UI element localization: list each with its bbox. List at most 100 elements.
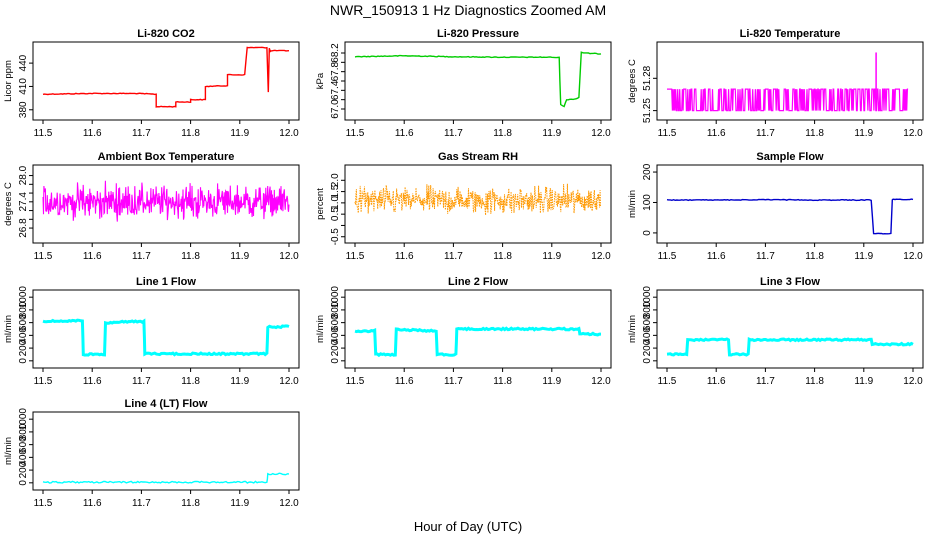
series-line	[354, 51, 602, 108]
x-tick-label: 11.7	[444, 376, 463, 387]
y-axis-label: degrees C	[3, 182, 14, 226]
plot-frame	[32, 289, 300, 369]
y-tick-label: 410	[18, 78, 29, 95]
x-tick-label: 11.5	[346, 376, 365, 387]
y-axis-label: ml/min	[627, 315, 638, 343]
x-tick-label: 12.0	[279, 376, 299, 387]
series-line	[42, 472, 290, 484]
panel-5: Gas Stream RH 11.5 11.6 11.7 11.8 11.9 12.0 -0.…	[315, 151, 612, 262]
panel-4: Ambient Box Temperature 11.5 11.6 11.7 11.8 1…	[3, 151, 300, 262]
x-tick-label: 11.6	[83, 498, 102, 509]
x-tick-label: 11.9	[542, 251, 561, 262]
panel-title: Li-820 Temperature	[740, 28, 841, 40]
y-tick-label: 600	[330, 314, 341, 331]
y-tick-label: 200	[18, 339, 29, 356]
x-tick-label: 12.0	[903, 251, 923, 262]
y-tick-label: 26.8	[18, 218, 29, 238]
y-tick-label: 400	[330, 327, 341, 344]
y-tick-label: 67.4	[330, 80, 341, 100]
x-tick-label: 11.5	[658, 376, 677, 387]
x-tick-label: 11.5	[346, 128, 365, 139]
x-tick-label: 11.5	[34, 251, 53, 262]
panel-title: Sample Flow	[756, 151, 824, 163]
panel-title: Li-820 Pressure	[437, 28, 519, 40]
x-tick-label: 11.9	[230, 128, 249, 139]
panel-8: Line 2 Flow 11.5 11.6 11.7 11.8 11.9 12.0 0 2004…	[315, 276, 612, 387]
series-line	[354, 183, 602, 216]
x-tick-label: 11.8	[181, 376, 200, 387]
y-tick-label: 400	[18, 449, 29, 466]
y-axis-label: ml/min	[3, 315, 14, 343]
x-tick-label: 11.6	[83, 376, 102, 387]
y-tick-label: 600	[642, 314, 653, 331]
x-tick-label: 12.0	[903, 376, 923, 387]
y-tick-label: 67.8	[330, 61, 341, 81]
panel-title: Line 3 Flow	[760, 276, 820, 288]
y-tick-label: 27.4	[18, 192, 29, 212]
y-tick-label: 200	[642, 339, 653, 356]
x-tick-label: 12.0	[903, 128, 923, 139]
y-axis-label: ml/min	[627, 190, 638, 218]
series-line	[666, 198, 914, 235]
y-tick-label: 800	[642, 301, 653, 318]
x-tick-label: 11.9	[854, 376, 873, 387]
y-tick-label: 68.2	[330, 43, 341, 63]
y-tick-label: 51.25	[642, 98, 653, 123]
panel-3: Li-820 Temperature 11.5 11.6 11.7 11.8 11.9 12…	[627, 28, 924, 139]
y-axis-label: kPa	[315, 72, 326, 89]
y-tick-label: 380	[18, 101, 29, 118]
y-tick-label: 0	[642, 230, 653, 236]
y-tick-label: 600	[18, 436, 29, 453]
x-tick-label: 11.5	[34, 128, 53, 139]
x-tick-label: 11.9	[854, 128, 873, 139]
plot-frame	[656, 164, 924, 244]
panel-2: Li-820 Pressure 11.5 11.6 11.7 11.8 11.9 12.0 6…	[315, 28, 612, 139]
y-axis-label: percent	[315, 188, 326, 220]
x-tick-label: 11.5	[34, 498, 53, 509]
y-tick-label: 1000	[642, 286, 653, 309]
y-tick-label: 0	[18, 358, 29, 364]
x-tick-label: 11.5	[658, 251, 677, 262]
panel-7: Line 1 Flow 11.5 11.6 11.7 11.8 11.9 12.0 0 2004…	[3, 276, 300, 387]
y-axis-label: degrees C	[627, 59, 638, 103]
panel-6: Sample Flow 11.5 11.6 11.7 11.8 11.9 12.0 0 100 2…	[627, 151, 924, 262]
series-line	[667, 88, 909, 112]
x-axis-title: Hour of Day (UTC)	[414, 519, 522, 534]
x-tick-label: 12.0	[279, 251, 299, 262]
panels: Li-820 CO2 11.5 11.6 11.7 11.8 11.9 12.0 380 410…	[3, 28, 924, 509]
x-tick-label: 12.0	[591, 128, 611, 139]
x-tick-label: 11.5	[34, 376, 53, 387]
x-tick-label: 11.6	[83, 128, 102, 139]
x-tick-label: 11.5	[346, 251, 365, 262]
panel-title: Ambient Box Temperature	[98, 151, 235, 163]
y-tick-label: 51.28	[642, 65, 653, 90]
y-tick-label: 800	[330, 301, 341, 318]
x-tick-label: 12.0	[591, 376, 611, 387]
x-tick-label: 11.7	[444, 251, 463, 262]
y-tick-label: 200	[642, 163, 653, 180]
y-tick-label: 800	[18, 423, 29, 440]
x-tick-label: 11.7	[756, 128, 775, 139]
panel-1: Li-820 CO2 11.5 11.6 11.7 11.8 11.9 12.0 380 410…	[3, 28, 300, 139]
panel-title: Li-820 CO2	[137, 28, 194, 40]
y-tick-label: 28.0	[18, 165, 29, 185]
x-tick-label: 11.8	[805, 128, 824, 139]
plot-frame	[656, 289, 924, 369]
y-axis-label: ml/min	[315, 315, 326, 343]
y-axis-label: ml/min	[3, 437, 14, 465]
x-tick-label: 11.6	[395, 251, 414, 262]
y-tick-label: 67.0	[330, 99, 341, 119]
x-tick-label: 11.8	[181, 128, 200, 139]
x-tick-label: 11.9	[542, 128, 561, 139]
y-tick-label: 0.5	[330, 207, 341, 221]
x-tick-label: 11.8	[805, 376, 824, 387]
y-tick-label: 200	[18, 461, 29, 478]
x-tick-label: 11.8	[493, 251, 512, 262]
x-tick-label: 11.7	[132, 498, 151, 509]
x-tick-label: 11.7	[132, 376, 151, 387]
x-tick-label: 12.0	[279, 128, 299, 139]
series-line	[42, 180, 290, 222]
x-tick-label: 11.6	[707, 128, 726, 139]
y-tick-label: 400	[642, 327, 653, 344]
